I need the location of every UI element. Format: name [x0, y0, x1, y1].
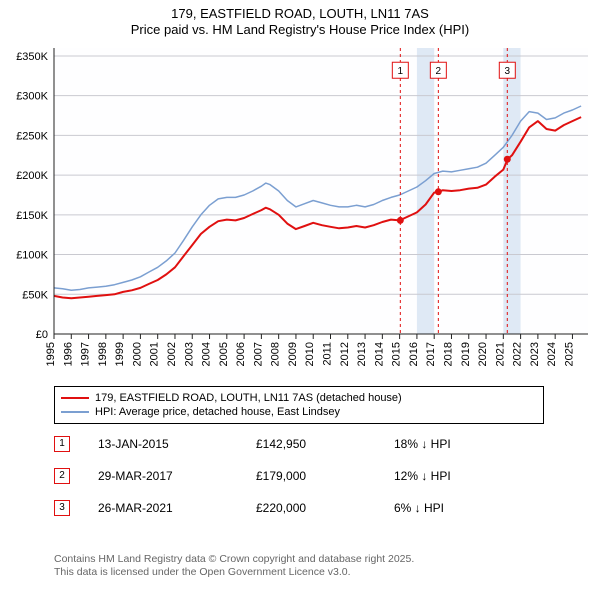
x-tick-label: 2004 — [201, 342, 213, 366]
x-tick-label: 2025 — [563, 342, 575, 366]
marker-price: £142,950 — [256, 437, 366, 451]
marker-badge-num: 1 — [398, 66, 404, 77]
marker-delta: 6% ↓ HPI — [394, 501, 504, 515]
x-tick-label: 2016 — [408, 342, 420, 366]
y-tick-label: £150K — [16, 210, 48, 222]
marker-badge-num: 2 — [436, 66, 442, 77]
x-tick-label: 2005 — [218, 342, 230, 366]
x-tick-label: 2009 — [287, 342, 299, 366]
x-tick-label: 2003 — [183, 342, 195, 366]
y-tick-label: £350K — [16, 51, 48, 63]
x-tick-label: 2018 — [442, 342, 454, 366]
x-tick-label: 2006 — [235, 342, 247, 366]
legend-label: HPI: Average price, detached house, East… — [95, 406, 340, 418]
shaded-band-1 — [503, 48, 520, 334]
x-tick-label: 2015 — [391, 342, 403, 366]
legend-item: HPI: Average price, detached house, East… — [61, 405, 537, 419]
marker-price: £179,000 — [256, 469, 366, 483]
x-tick-label: 2017 — [425, 342, 437, 366]
x-tick-label: 1999 — [114, 342, 126, 366]
marker-row-badge: 3 — [54, 500, 70, 516]
marker-row-badge: 2 — [54, 468, 70, 484]
footer-line-1: Contains HM Land Registry data © Crown c… — [54, 553, 414, 567]
legend: 179, EASTFIELD ROAD, LOUTH, LN11 7AS (de… — [54, 386, 544, 424]
x-tick-label: 2000 — [131, 342, 143, 366]
marker-table: 1 13-JAN-2015 £142,950 18% ↓ HPI 2 29-MAR-201… — [54, 430, 544, 526]
marker-dot — [504, 156, 511, 163]
x-tick-label: 1997 — [80, 342, 92, 366]
x-tick-label: 2012 — [339, 342, 351, 366]
x-tick-label: 2014 — [373, 342, 385, 366]
marker-date: 26-MAR-2021 — [98, 501, 228, 515]
x-tick-label: 2001 — [149, 342, 161, 366]
legend-label: 179, EASTFIELD ROAD, LOUTH, LN11 7AS (de… — [95, 392, 402, 404]
x-tick-label: 1996 — [62, 342, 74, 366]
y-tick-label: £0 — [36, 329, 48, 341]
marker-delta: 12% ↓ HPI — [394, 469, 504, 483]
marker-row: 3 26-MAR-2021 £220,000 6% ↓ HPI — [54, 494, 544, 526]
marker-row: 2 29-MAR-2017 £179,000 12% ↓ HPI — [54, 462, 544, 494]
y-tick-label: £50K — [22, 289, 48, 301]
x-tick-label: 2024 — [546, 342, 558, 366]
x-tick-label: 2011 — [322, 342, 334, 366]
marker-date: 29-MAR-2017 — [98, 469, 228, 483]
legend-swatch — [61, 411, 89, 413]
line-chart-svg: £0 £50K £100K £150K £200K £250K £300K £350K 1 2 3 1… — [8, 44, 592, 384]
y-tick-label: £300K — [16, 91, 48, 103]
legend-item: 179, EASTFIELD ROAD, LOUTH, LN11 7AS (de… — [61, 391, 537, 405]
x-tick-label: 2013 — [356, 342, 368, 366]
marker-dot — [435, 188, 442, 195]
x-tick-label: 2022 — [512, 342, 524, 366]
x-tick-label: 2002 — [166, 342, 178, 366]
x-tick-label: 1995 — [45, 342, 57, 366]
footer-line-2: This data is licensed under the Open Gov… — [54, 566, 414, 580]
title-line-1: 179, EASTFIELD ROAD, LOUTH, LN11 7AS — [0, 6, 600, 22]
title-line-2: Price paid vs. HM Land Registry's House … — [0, 22, 600, 38]
x-tick-label: 2020 — [477, 342, 489, 366]
page-root: { "title": { "line1": "179, EASTFIELD RO… — [0, 0, 600, 590]
footer-attribution: Contains HM Land Registry data © Crown c… — [54, 553, 414, 580]
legend-swatch — [61, 397, 89, 399]
marker-row: 1 13-JAN-2015 £142,950 18% ↓ HPI — [54, 430, 544, 462]
x-tick-label: 2010 — [304, 342, 316, 366]
chart-area: £0 £50K £100K £150K £200K £250K £300K £350K 1 2 3 1… — [8, 44, 592, 384]
y-tick-label: £250K — [16, 130, 48, 142]
marker-row-badge: 1 — [54, 436, 70, 452]
x-tick-label: 2021 — [494, 342, 506, 366]
x-tick-label: 2007 — [252, 342, 264, 366]
x-tick-label: 2008 — [270, 342, 282, 366]
marker-dot — [397, 217, 404, 224]
chart-titles: 179, EASTFIELD ROAD, LOUTH, LN11 7AS Pri… — [0, 0, 600, 39]
x-tick-label: 1998 — [97, 342, 109, 366]
shaded-band-0 — [417, 48, 434, 334]
x-tick-label: 2023 — [529, 342, 541, 366]
marker-badge-num: 3 — [505, 66, 511, 77]
marker-date: 13-JAN-2015 — [98, 437, 228, 451]
y-tick-label: £200K — [16, 170, 48, 182]
y-tick-label: £100K — [16, 250, 48, 262]
x-tick-label: 2019 — [460, 342, 472, 366]
marker-delta: 18% ↓ HPI — [394, 437, 504, 451]
marker-price: £220,000 — [256, 501, 366, 515]
